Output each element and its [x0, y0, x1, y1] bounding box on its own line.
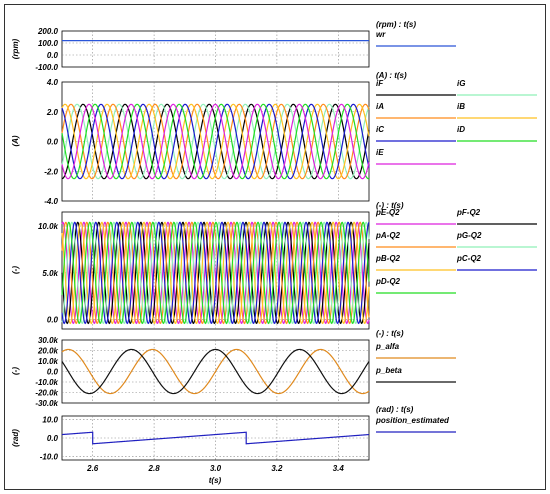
legend-label-iG: iG [457, 79, 465, 88]
y-tick-label: 100.0 [38, 39, 59, 48]
y-ticks: 10.0 0.0 -10.0 [40, 416, 59, 462]
legend: position_estimated [375, 416, 456, 433]
panel-pulses: 10.0k 5.0k 0.0 (-) (-) : t(s) pE-Q2 pF-Q2 pA… [11, 201, 537, 330]
y-tick-label: 30.0k [38, 336, 59, 345]
y-tick-label: 0.0 [47, 434, 59, 443]
y-axis-label: (rpm) [11, 38, 20, 59]
y-tick-label: 0.0 [47, 316, 59, 325]
legend-label-iD: iD [457, 125, 465, 134]
y-tick-label: 0.0 [47, 368, 59, 377]
series-line-iE [61, 103, 370, 180]
y-tick-label: 2.0 [46, 108, 59, 117]
x-tick-label: 3.0 [210, 464, 222, 473]
legend: wr [376, 30, 456, 47]
legend-label-pC-Q2: pC-Q2 [456, 254, 482, 263]
x-tick-label: 3.4 [333, 464, 345, 473]
series-line-p_alfa [61, 348, 370, 395]
panel-title: (A) : t(s) [376, 71, 407, 80]
legend-label-wr: wr [376, 30, 386, 39]
series-line-pB-Q2 [61, 221, 370, 325]
y-tick-label: -10.0k [35, 378, 58, 387]
y-ticks: 4.0 2.0 0.0 -2.0 -4.0 [44, 78, 58, 206]
series-line-pD-Q2 [61, 221, 370, 325]
y-tick-label: -2.0 [44, 167, 58, 176]
legend-label-iB: iB [457, 102, 465, 111]
legend: pE-Q2 pF-Q2 pA-Q2 pG-Q2 pB-Q2 pC-Q2 pD-Q2 [375, 208, 537, 294]
panel-title: (rpm) : t(s) [376, 20, 416, 29]
y-tick-label: -100.0 [35, 63, 58, 72]
legend-label-iF: iF [376, 79, 384, 88]
series-line-position_estimated [61, 431, 370, 445]
y-axis-label: (-) [11, 367, 20, 375]
panel-position: 10.0 0.0 -10.0 (rad) (rad) : t(s) position… [11, 405, 456, 461]
y-tick-label: 10.0 [42, 416, 58, 425]
y-tick-label: 10.0k [38, 222, 59, 231]
y-axis-label: (rad) [11, 429, 20, 447]
legend-label-iC: iC [376, 125, 384, 134]
y-tick-label: -4.0 [44, 197, 58, 206]
y-tick-label: -30.0k [35, 399, 58, 408]
legend-label-position_estimated: position_estimated [375, 416, 450, 425]
y-ticks: 10.0k 5.0k 0.0 [38, 222, 59, 325]
legend: iF iG iA iB iC iD iE [376, 79, 537, 165]
series-line-pA-Q2 [61, 221, 370, 325]
series-group [61, 348, 370, 395]
grid [62, 31, 369, 67]
series-line-p_beta [61, 348, 370, 395]
y-tick-label: 200.0 [37, 27, 59, 36]
x-tick-label: 2.6 [86, 464, 99, 473]
y-ticks: 200.0 100.0 0.0 -100.0 [35, 27, 58, 72]
y-tick-label: 10.0k [38, 357, 59, 366]
panel-title: (-) : t(s) [376, 329, 404, 338]
y-tick-label: 5.0k [42, 269, 58, 278]
series-group [61, 431, 370, 445]
legend-label-pG-Q2: pG-Q2 [456, 231, 482, 240]
y-tick-label: -20.0k [35, 389, 58, 398]
y-tick-label: 4.0 [46, 78, 59, 87]
legend-label-pA-Q2: pA-Q2 [375, 231, 401, 240]
y-tick-label: 20.0k [37, 347, 59, 356]
legend-label-p_alfa: p_alfa [375, 342, 400, 351]
series-group [61, 103, 370, 180]
y-axis-label: (A) [11, 135, 20, 146]
legend-label-pD-Q2: pD-Q2 [375, 277, 401, 286]
y-tick-label: -10.0 [40, 452, 59, 461]
legend-label-p_beta: p_beta [375, 366, 402, 375]
panel-title: (rad) : t(s) [376, 405, 414, 414]
panel-speed: 200.0 100.0 0.0 -100.0 (rpm) (rpm) : t(s) w… [11, 20, 456, 72]
panel-title: (-) : t(s) [376, 201, 404, 210]
legend-label-pE-Q2: pE-Q2 [375, 208, 400, 217]
y-tick-label: 0.0 [47, 138, 59, 147]
y-tick-label: 0.0 [47, 51, 59, 60]
series-line-pC-Q2 [61, 221, 370, 325]
series-line-iC [61, 103, 370, 180]
x-tick-label: 2.8 [148, 464, 161, 473]
legend-label-iE: iE [376, 148, 384, 157]
x-axis-label: t(s) [209, 476, 222, 485]
x-ticks: 2.6 2.8 3.0 3.2 3.4 [86, 464, 344, 473]
legend-label-iA: iA [376, 102, 384, 111]
legend: p_alfa p_beta [375, 342, 456, 383]
series-group [61, 221, 370, 325]
legend-label-pB-Q2: pB-Q2 [375, 254, 401, 263]
x-tick-label: 3.2 [271, 464, 283, 473]
series-line-iB [61, 103, 370, 180]
y-axis-label: (-) [11, 266, 20, 274]
legend-label-pF-Q2: pF-Q2 [456, 208, 481, 217]
